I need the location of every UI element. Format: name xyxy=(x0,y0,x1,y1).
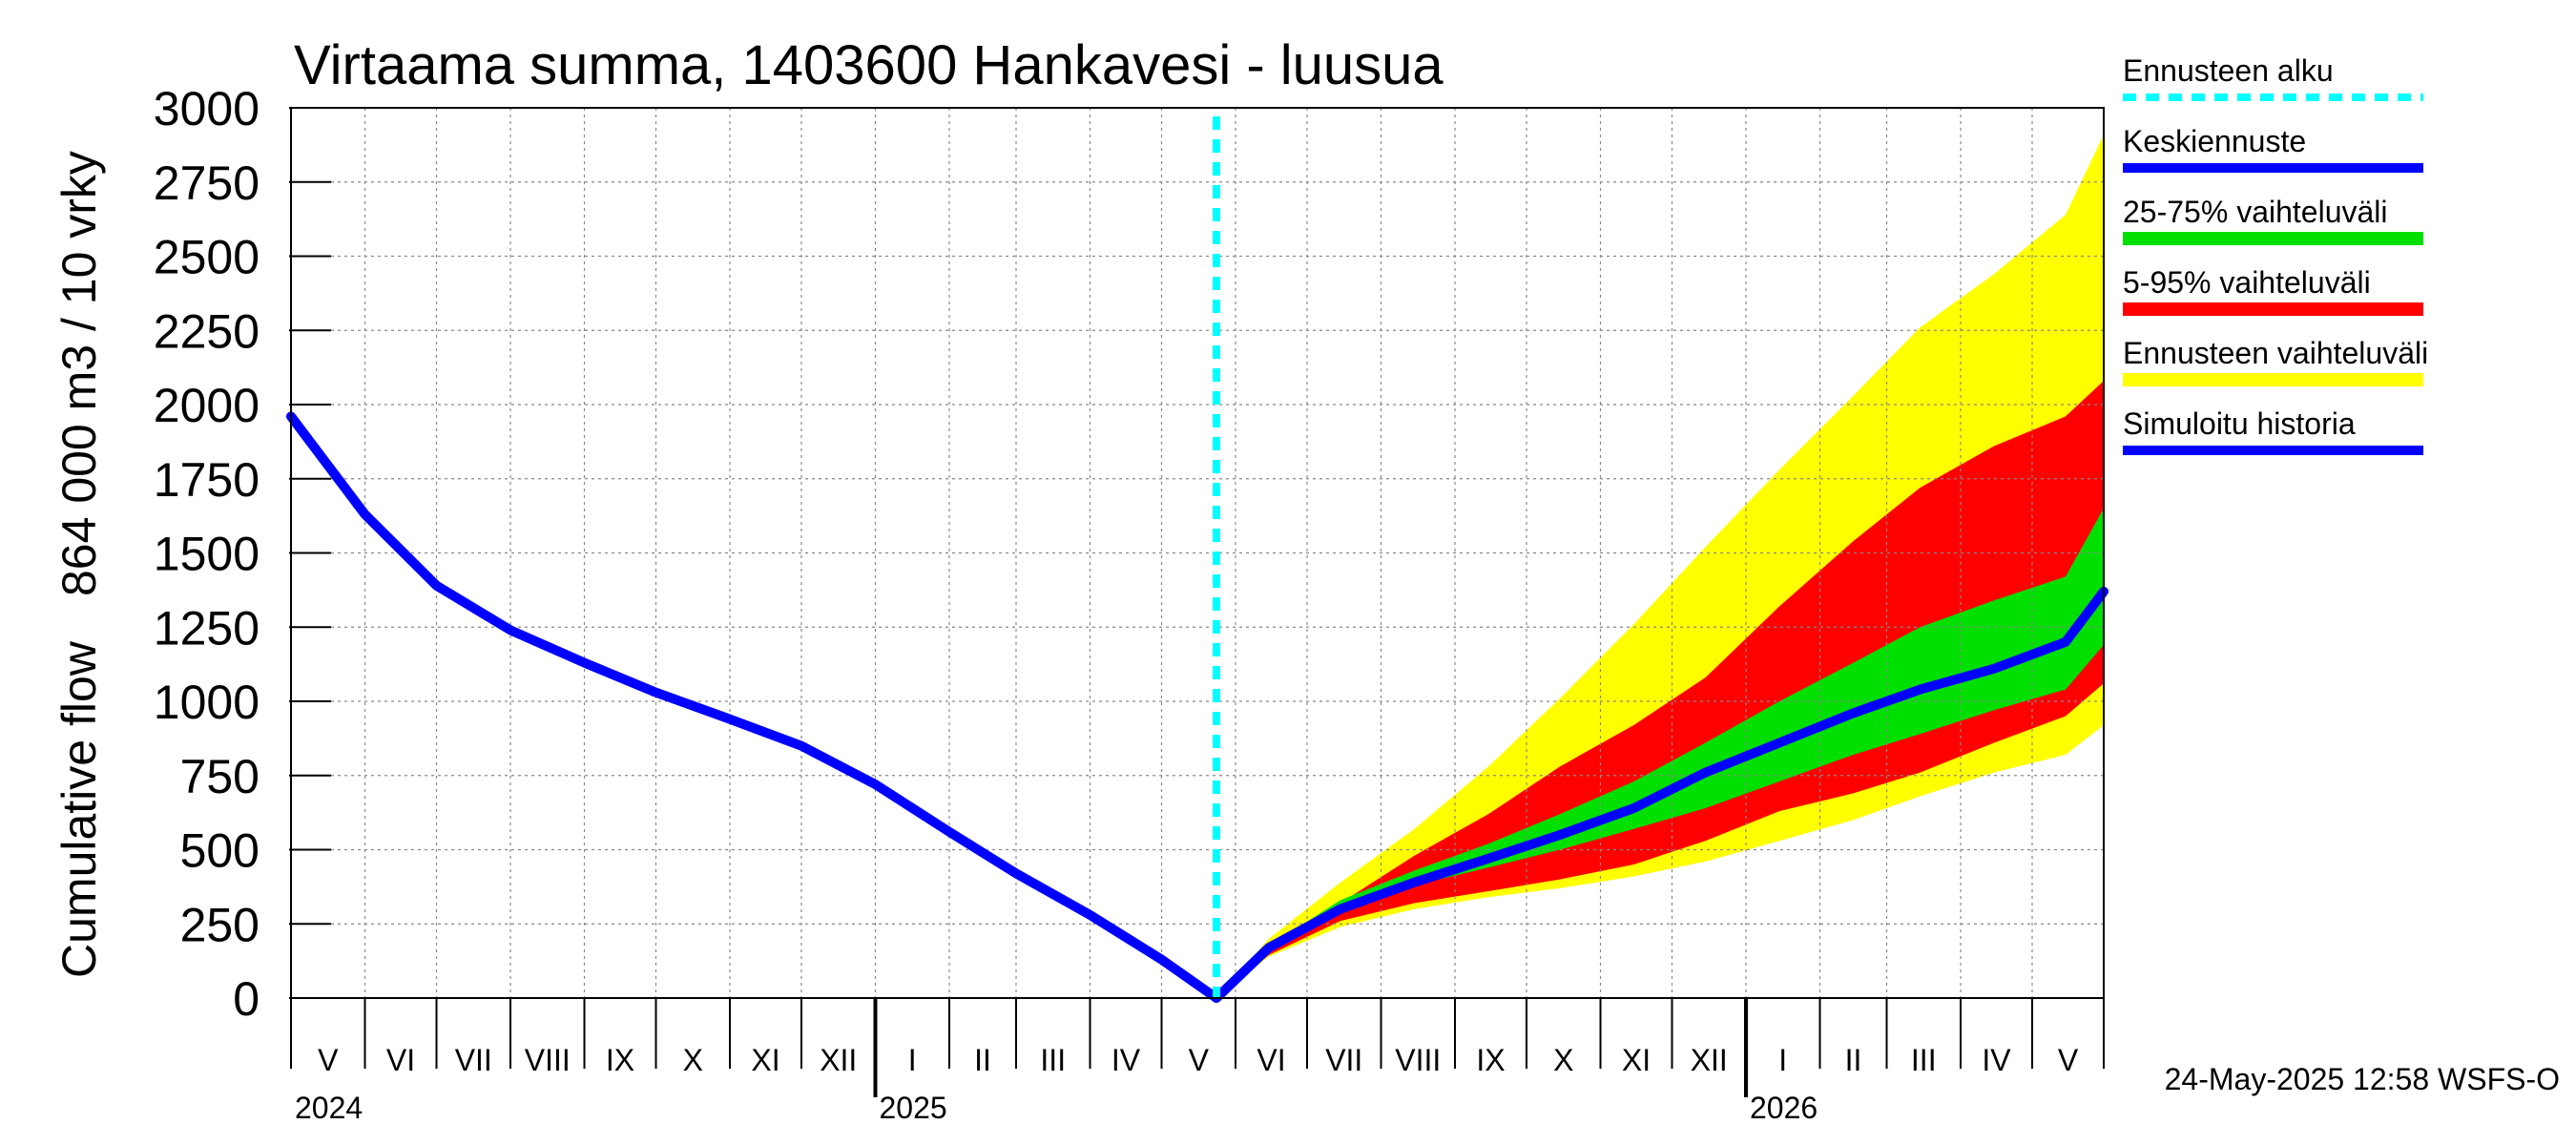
month-label-19: XII xyxy=(1691,1043,1728,1077)
y-tick-label-750: 750 xyxy=(180,750,260,803)
y-axis-label-line2: 864 000 m3 / 10 vrky xyxy=(52,151,106,596)
month-label-22: III xyxy=(1911,1043,1937,1077)
band-5-95-vaihteluv-li xyxy=(1216,381,2104,999)
legend-label-5: Simuloitu historia xyxy=(2123,406,2356,441)
y-tick-label-2000: 2000 xyxy=(154,379,260,432)
y-tick-label-1000: 1000 xyxy=(154,676,260,729)
month-label-17: X xyxy=(1553,1043,1573,1077)
month-label-13: VI xyxy=(1257,1043,1285,1077)
legend-swatch-4 xyxy=(2123,373,2423,386)
y-tick-label-500: 500 xyxy=(180,824,260,878)
month-label-8: I xyxy=(908,1043,917,1077)
legend: Ennusteen alku Keskiennuste 25-75% vaihtel… xyxy=(2123,53,2428,455)
x-axis: V VI VII VIII IX X XI XII I II III IV V VI VII VIII IX X X… xyxy=(290,997,2105,1125)
series-lines xyxy=(286,411,2109,1003)
legend-label-3: 5-95% vaihteluväli xyxy=(2123,265,2371,300)
month-label-24: V xyxy=(2058,1043,2079,1077)
legend-label-0: Ennusteen alku xyxy=(2123,53,2334,88)
y-tick-label-2250: 2250 xyxy=(154,304,260,358)
legend-swatch-3 xyxy=(2123,302,2423,316)
y-tick-label-3000: 3000 xyxy=(154,82,260,135)
month-label-6: XI xyxy=(751,1043,779,1077)
y-axis: 0 250 500 750 1000 1250 1500 1750 2000 2250 2500 27… xyxy=(154,82,331,1026)
y-tick-label-0: 0 xyxy=(233,972,260,1026)
legend-label-2: 25-75% vaihteluväli xyxy=(2123,195,2388,229)
month-label-3: VIII xyxy=(525,1043,571,1077)
y-tick-label-1750: 1750 xyxy=(154,453,260,507)
month-label-10: III xyxy=(1040,1043,1066,1077)
y-tick-label-1250: 1250 xyxy=(154,601,260,655)
y-axis-label: Cumulative flow 864 000 m3 / 10 vrky xyxy=(52,151,106,978)
month-label-4: IX xyxy=(606,1043,634,1077)
month-label-2: VII xyxy=(455,1043,492,1077)
month-label-0: V xyxy=(318,1043,339,1077)
y-tick-label-250: 250 xyxy=(180,898,260,951)
year-label-2024: 2024 xyxy=(295,1091,363,1125)
line-keskiennuste xyxy=(1212,586,2109,1003)
month-label-14: VII xyxy=(1325,1043,1362,1077)
month-label-18: XI xyxy=(1622,1043,1651,1077)
forecast-bands xyxy=(1216,135,2104,999)
year-label-2025: 2025 xyxy=(880,1091,947,1125)
month-label-15: VIII xyxy=(1395,1043,1441,1077)
y-tick-label-2750: 2750 xyxy=(154,156,260,210)
month-label-23: IV xyxy=(1982,1043,2011,1077)
month-label-7: XII xyxy=(820,1043,857,1077)
y-tick-label-1500: 1500 xyxy=(154,528,260,581)
month-label-11: IV xyxy=(1111,1043,1141,1077)
legend-swatch-2 xyxy=(2123,232,2423,245)
month-label-20: I xyxy=(1778,1043,1787,1077)
month-label-21: II xyxy=(1845,1043,1862,1077)
grid-lines xyxy=(291,107,2104,999)
month-label-16: IX xyxy=(1476,1043,1505,1077)
y-axis-label-line1: Cumulative flow xyxy=(52,640,106,978)
year-label-2026: 2026 xyxy=(1750,1091,1818,1125)
timestamp: 24-May-2025 12:58 WSFS-O xyxy=(2165,1062,2560,1096)
month-label-5: X xyxy=(683,1043,703,1077)
month-label-1: VI xyxy=(386,1043,415,1077)
chart-title: Virtaama summa, 1403600 Hankavesi - luus… xyxy=(294,34,1444,96)
legend-label-1: Keskiennuste xyxy=(2123,124,2306,158)
line-simuloitu-historia xyxy=(286,411,1221,1003)
month-label-9: II xyxy=(974,1043,991,1077)
month-label-12: V xyxy=(1189,1043,1210,1077)
y-tick-label-2500: 2500 xyxy=(154,231,260,284)
legend-label-4: Ennusteen vaihteluväli xyxy=(2123,336,2428,370)
